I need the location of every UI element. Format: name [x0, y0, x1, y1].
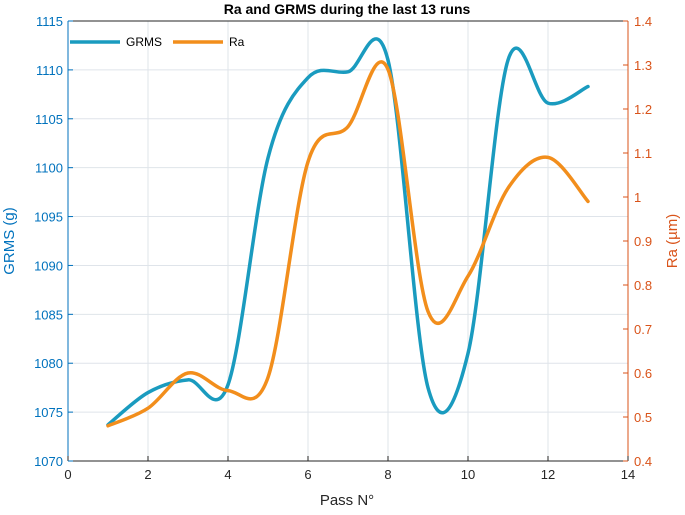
x-tick-label: 4 — [224, 467, 231, 482]
y-left-tick-label: 1090 — [34, 258, 63, 273]
y-left-tick-label: 1070 — [34, 454, 63, 469]
plot-area — [68, 21, 628, 461]
legend: GRMS Ra — [70, 35, 245, 49]
x-tick-label: 12 — [541, 467, 555, 482]
y-right-tick-label: 1.4 — [634, 14, 652, 29]
x-tick-label: 0 — [64, 467, 71, 482]
y-right-tick-label: 1.3 — [634, 58, 652, 73]
x-tick-label: 2 — [144, 467, 151, 482]
grid-layer — [67, 20, 629, 462]
chart-title: Ra and GRMS during the last 13 runs — [224, 1, 471, 17]
y-right-tick-label: 0.5 — [634, 410, 652, 425]
y-right-tick-label: 0.4 — [634, 454, 652, 469]
x-tick-label: 8 — [384, 467, 391, 482]
y-left-tick-label: 1100 — [35, 161, 63, 176]
y-right-tick-label: 0.6 — [634, 366, 652, 381]
series-line-grms — [106, 37, 590, 427]
y-left-tick-label: 1080 — [34, 356, 63, 371]
y-right-tick-label: 1.1 — [634, 146, 652, 161]
legend-label-ra: Ra — [229, 35, 245, 49]
legend-label-grms: GRMS — [126, 35, 162, 49]
y-right-tick-label: 0.7 — [634, 322, 652, 337]
x-tick-label: 14 — [621, 467, 635, 482]
y-left-tick-label: 1085 — [34, 307, 63, 322]
y-right-tick-label: 0.8 — [634, 278, 652, 293]
y-axis-right-label: Ra (µm) — [664, 214, 681, 268]
y-left-tick-label: 1095 — [34, 210, 63, 225]
series-line-ra — [106, 60, 590, 428]
y-left-tick-label: 1110 — [36, 63, 63, 78]
y-right-tick-label: 1.2 — [634, 102, 652, 117]
y-left-tick-label: 1105 — [35, 112, 63, 127]
y-axis-left-label: GRMS (g) — [1, 207, 18, 275]
x-tick-label: 6 — [304, 467, 311, 482]
tick-layer: 0 2 4 6 8 10 12 14 1070 1075 1080 1085 1090 1095 1100 1… — [34, 14, 652, 482]
x-axis-label: Pass N° — [320, 492, 374, 509]
x-tick-label: 10 — [461, 467, 475, 482]
y-left-tick-label: 1115 — [36, 14, 63, 29]
y-right-tick-label: 0.9 — [634, 234, 652, 249]
y-left-tick-label: 1075 — [34, 405, 63, 420]
y-right-tick-label: 1 — [634, 190, 641, 205]
series-layer — [106, 37, 590, 428]
